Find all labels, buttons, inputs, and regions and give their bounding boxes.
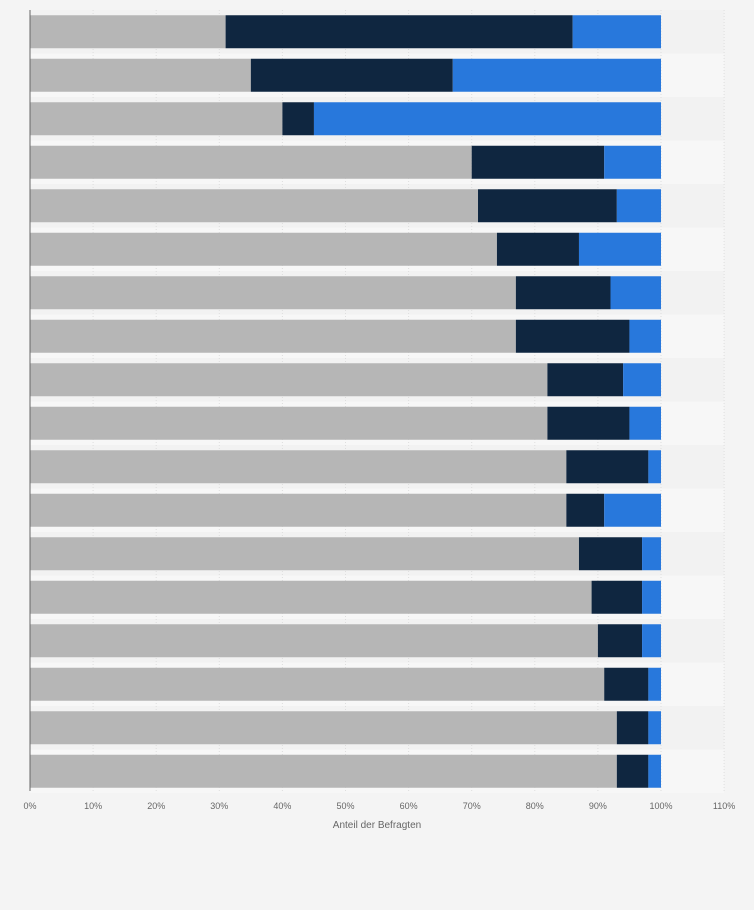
bar-segment-1[interactable]: [30, 319, 516, 353]
bar-segment-3[interactable]: [642, 537, 661, 571]
bar-segment-1[interactable]: [30, 450, 567, 484]
bar-segment-1[interactable]: [30, 580, 592, 614]
bar-segment-3[interactable]: [572, 15, 661, 49]
bar-segment-1[interactable]: [30, 232, 497, 266]
bar-segment-3[interactable]: [623, 363, 661, 397]
bar-segment-3[interactable]: [610, 276, 661, 310]
bar-segment-2[interactable]: [566, 493, 605, 527]
bar-segment-2[interactable]: [616, 711, 649, 745]
bar-segment-3[interactable]: [642, 580, 661, 614]
bar-segment-1[interactable]: [30, 15, 226, 49]
bar-segment-1[interactable]: [30, 58, 251, 92]
bar-segment-1[interactable]: [30, 102, 283, 136]
x-tick-label: 40%: [273, 801, 291, 811]
bar-segment-3[interactable]: [604, 145, 661, 179]
bar-segment-3[interactable]: [629, 406, 661, 440]
bar-segment-2[interactable]: [515, 319, 630, 353]
bar-segment-3[interactable]: [604, 493, 661, 527]
bar-segment-1[interactable]: [30, 189, 479, 223]
x-tick-label: 10%: [84, 801, 102, 811]
bar-segment-2[interactable]: [591, 580, 643, 614]
bar-segment-3[interactable]: [578, 232, 661, 266]
bar-segment-3[interactable]: [648, 667, 661, 701]
bar-segment-1[interactable]: [30, 406, 548, 440]
bar-segment-1[interactable]: [30, 711, 617, 745]
bar-segment-2[interactable]: [566, 450, 649, 484]
x-tick-label: 80%: [526, 801, 544, 811]
x-tick-label: 30%: [210, 801, 228, 811]
bar-segment-2[interactable]: [604, 667, 649, 701]
bar-segment-1[interactable]: [30, 754, 617, 788]
x-tick-label: 20%: [147, 801, 165, 811]
bar-segment-1[interactable]: [30, 145, 472, 179]
bar-segment-1[interactable]: [30, 624, 598, 658]
bar-segment-3[interactable]: [629, 319, 661, 353]
bar-segment-2[interactable]: [616, 754, 649, 788]
bar-segment-1[interactable]: [30, 537, 579, 571]
bar-segment-1[interactable]: [30, 493, 567, 527]
bar-segment-2[interactable]: [250, 58, 453, 92]
bar-segment-2[interactable]: [496, 232, 579, 266]
bar-segment-2[interactable]: [471, 145, 605, 179]
bar-segment-1[interactable]: [30, 667, 605, 701]
x-tick-label: 90%: [589, 801, 607, 811]
x-tick-label: 60%: [400, 801, 418, 811]
bar-segment-2[interactable]: [547, 406, 630, 440]
bar-segment-2[interactable]: [478, 189, 617, 223]
bar-segment-1[interactable]: [30, 276, 516, 310]
bar-segment-3[interactable]: [648, 754, 661, 788]
bar-segment-3[interactable]: [642, 624, 661, 658]
bar-segment-2[interactable]: [282, 102, 314, 136]
bar-segment-1[interactable]: [30, 363, 548, 397]
bar-segment-2[interactable]: [547, 363, 624, 397]
x-axis-ticks: 0% 10% 20% 30% 40% 50% 60% 70% 80% 90% 100% 110%: [23, 801, 735, 811]
x-tick-label: 0%: [23, 801, 36, 811]
bar-segment-3[interactable]: [313, 102, 661, 136]
x-tick-label: 70%: [463, 801, 481, 811]
bars: [30, 15, 661, 788]
x-tick-label: 100%: [649, 801, 672, 811]
x-axis-title: Anteil der Befragten: [333, 820, 421, 831]
bar-segment-3[interactable]: [452, 58, 661, 92]
x-tick-label: 50%: [336, 801, 354, 811]
bar-segment-2[interactable]: [515, 276, 611, 310]
x-tick-label: 110%: [713, 801, 735, 811]
bar-segment-2[interactable]: [578, 537, 643, 571]
bar-segment-2[interactable]: [597, 624, 643, 658]
bar-segment-3[interactable]: [648, 450, 661, 484]
bar-segment-3[interactable]: [648, 711, 661, 745]
bar-segment-2[interactable]: [225, 15, 573, 49]
bar-segment-3[interactable]: [616, 189, 661, 223]
